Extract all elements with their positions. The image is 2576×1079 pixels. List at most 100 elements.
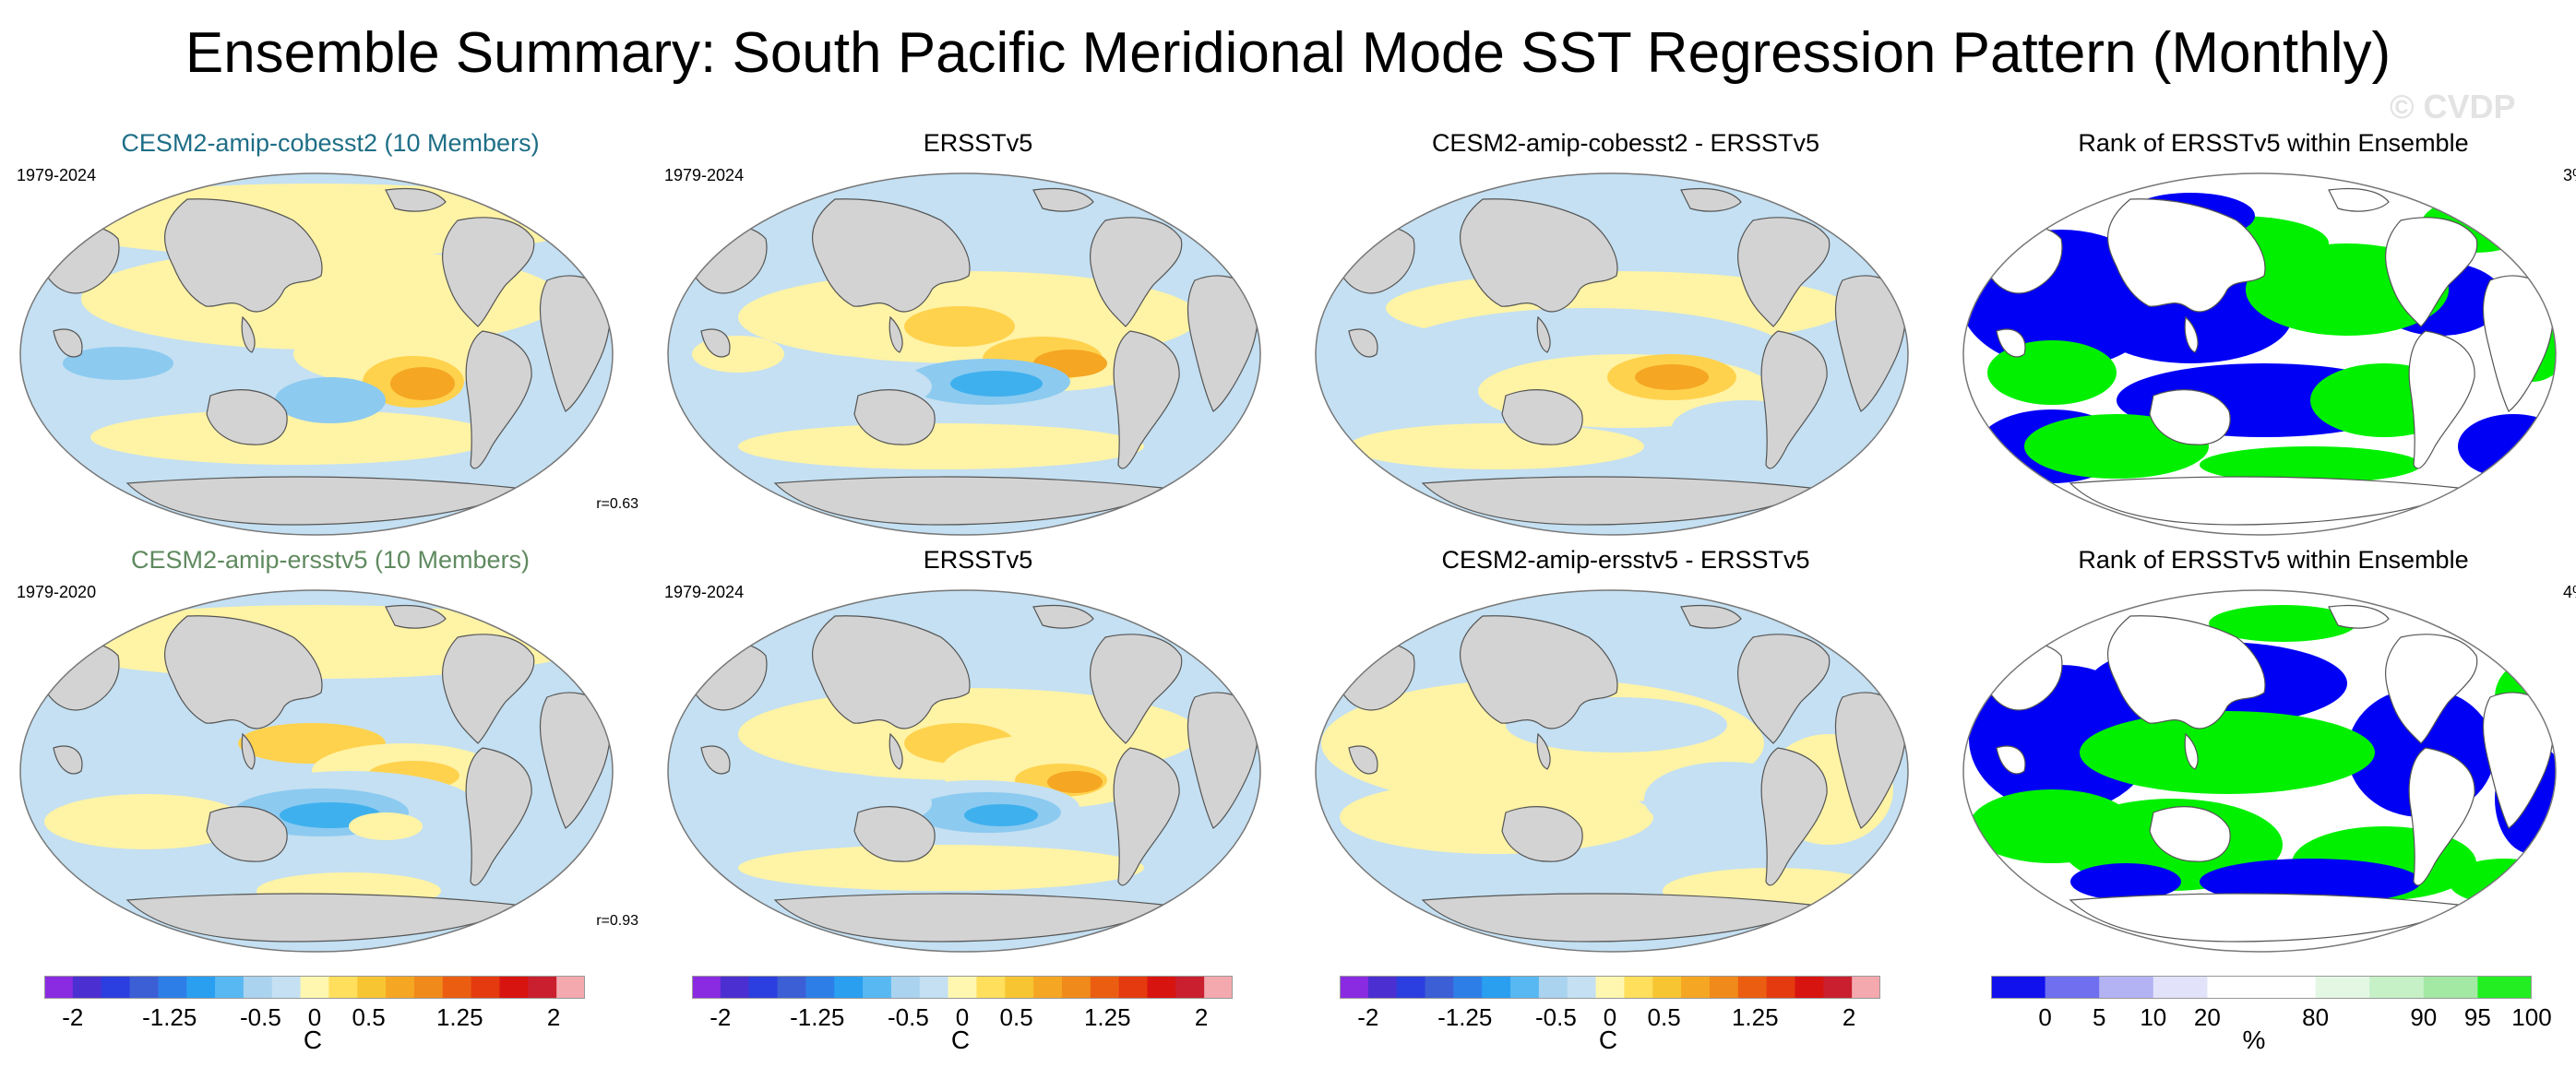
land-mass bbox=[1737, 217, 1831, 327]
land-mass bbox=[2328, 187, 2390, 212]
land-mass bbox=[385, 187, 447, 212]
colorbar-swatch bbox=[1510, 976, 1540, 998]
colorbar-swatch bbox=[158, 976, 187, 998]
colorbar-swatch bbox=[1624, 976, 1653, 998]
colorbar-swatch bbox=[1852, 976, 1880, 998]
land-mass bbox=[125, 893, 517, 943]
colorbar-tick-label: -1.25 bbox=[142, 1003, 197, 1031]
map-outline bbox=[1315, 589, 1909, 953]
anomaly-region bbox=[1340, 780, 1653, 854]
watermark: © CVDP bbox=[2390, 88, 2516, 125]
colorbar-swatch bbox=[1795, 976, 1824, 998]
land-mass bbox=[1113, 747, 1180, 886]
colorbar-swatch bbox=[1991, 976, 2046, 998]
colorbar-tick-label: -0.5 bbox=[887, 1003, 929, 1031]
world-map bbox=[667, 172, 1261, 536]
land-mass bbox=[2149, 389, 2231, 445]
colorbar-tick-label: -0.5 bbox=[1534, 1003, 1577, 1031]
land-mass bbox=[2107, 615, 2266, 729]
land-mass bbox=[1760, 330, 1828, 469]
colorbar-swatch bbox=[442, 976, 472, 998]
land-mass bbox=[1996, 745, 2026, 775]
land-mass bbox=[206, 806, 288, 862]
land-mass bbox=[1854, 622, 1903, 680]
land-mass bbox=[164, 198, 323, 313]
colorbar-swatch bbox=[890, 976, 921, 998]
land-mass bbox=[2069, 893, 2460, 943]
anomaly-region bbox=[44, 794, 247, 849]
land-mass bbox=[812, 198, 971, 313]
map-panel-p2: ERSSTv5 1979-2024 bbox=[664, 129, 1292, 553]
map-panel-p8: Rank of ERSSTv5 within Ensemble 4% bbox=[1960, 546, 2576, 970]
land-mass bbox=[1421, 476, 1812, 526]
colorbar-tick-label: -1.25 bbox=[790, 1003, 845, 1031]
world-map bbox=[19, 172, 614, 536]
land-mass bbox=[773, 893, 1164, 943]
colorbar-tick-label: 80 bbox=[2302, 1003, 2330, 1031]
period-label: 1979-2024 bbox=[664, 583, 745, 601]
period-label: 1979-2024 bbox=[17, 166, 97, 184]
land-mass bbox=[1348, 328, 1378, 358]
map-outline bbox=[1962, 589, 2557, 953]
colorbar-swatch bbox=[243, 976, 273, 998]
land-mass bbox=[1536, 732, 1551, 770]
colorbar-swatch bbox=[2099, 976, 2154, 998]
colorbar-swatch bbox=[2153, 976, 2208, 998]
anomaly-region bbox=[1635, 364, 1709, 390]
land-mass bbox=[206, 389, 288, 445]
colorbar-swatch bbox=[1033, 976, 1063, 998]
colorbar-tick-label: 100 bbox=[2511, 1003, 2552, 1031]
colorbar-swatch bbox=[1396, 976, 1426, 998]
land-mass bbox=[853, 389, 936, 445]
colorbar-tick-label: -2 bbox=[710, 1003, 732, 1031]
colorbar-swatch bbox=[1090, 976, 1120, 998]
colorbar-swatch bbox=[2423, 976, 2478, 998]
colorbar-swatch bbox=[692, 976, 722, 998]
land-mass bbox=[888, 732, 903, 770]
land-mass bbox=[2149, 806, 2231, 862]
land-mass bbox=[1854, 205, 1903, 263]
land-mass bbox=[559, 622, 608, 680]
anomaly-region bbox=[390, 367, 455, 400]
colorbar-swatch bbox=[948, 976, 977, 998]
land-mass bbox=[53, 328, 83, 358]
colorbar-swatch bbox=[328, 976, 358, 998]
colorbar-tick-label: 0 bbox=[955, 1003, 970, 1031]
land-mass bbox=[1460, 198, 1618, 313]
anomaly-region bbox=[2449, 859, 2556, 905]
land-mass bbox=[1207, 205, 1256, 263]
map-outline bbox=[19, 172, 614, 536]
colorbar-swatch bbox=[777, 976, 806, 998]
panel-title: Rank of ERSSTv5 within Ensemble bbox=[2078, 546, 2469, 574]
anomaly-region bbox=[950, 371, 1043, 397]
land-mass bbox=[2408, 747, 2475, 886]
colorbar-swatch bbox=[1538, 976, 1568, 998]
map-outline bbox=[19, 589, 614, 953]
land-mass bbox=[1536, 315, 1551, 353]
colorbar-tick-label: 2 bbox=[1842, 1003, 1856, 1031]
map-panel-p7: CESM2-amip-ersstv5 - ERSSTv5 bbox=[1312, 546, 1939, 970]
land-mass bbox=[2184, 732, 2199, 770]
land-mass bbox=[1113, 330, 1180, 469]
colorbar-swatch bbox=[720, 976, 750, 998]
colorbar: -2 -1.25 -0.5 0 0.5 1.25 2 C bbox=[44, 976, 585, 1077]
land-mass bbox=[1760, 747, 1828, 886]
colorbar-unit-label: C bbox=[950, 1026, 971, 1054]
land-mass bbox=[1680, 187, 1742, 212]
land-mass bbox=[164, 615, 323, 729]
panel-title: ERSSTv5 bbox=[923, 129, 1033, 157]
colorbar-tick-label: -0.5 bbox=[239, 1003, 281, 1031]
land-mass bbox=[853, 806, 936, 862]
colorbar-swatch bbox=[215, 976, 244, 998]
anomaly-region bbox=[349, 812, 423, 840]
land-mass bbox=[888, 315, 903, 353]
map-outline bbox=[667, 589, 1261, 953]
colorbar-swatch bbox=[805, 976, 835, 998]
map-panel-p6: ERSSTv5 1979-2024 bbox=[664, 546, 1292, 970]
colorbar-unit-label: C bbox=[303, 1026, 323, 1054]
anomaly-region bbox=[2200, 446, 2421, 483]
anomaly-region bbox=[964, 804, 1038, 826]
colorbar: 0 5 10 20 80 90 95 100% bbox=[1991, 976, 2552, 1077]
colorbar-swatch bbox=[1482, 976, 1511, 998]
colorbar-tick-label: 1.25 bbox=[435, 1003, 483, 1031]
